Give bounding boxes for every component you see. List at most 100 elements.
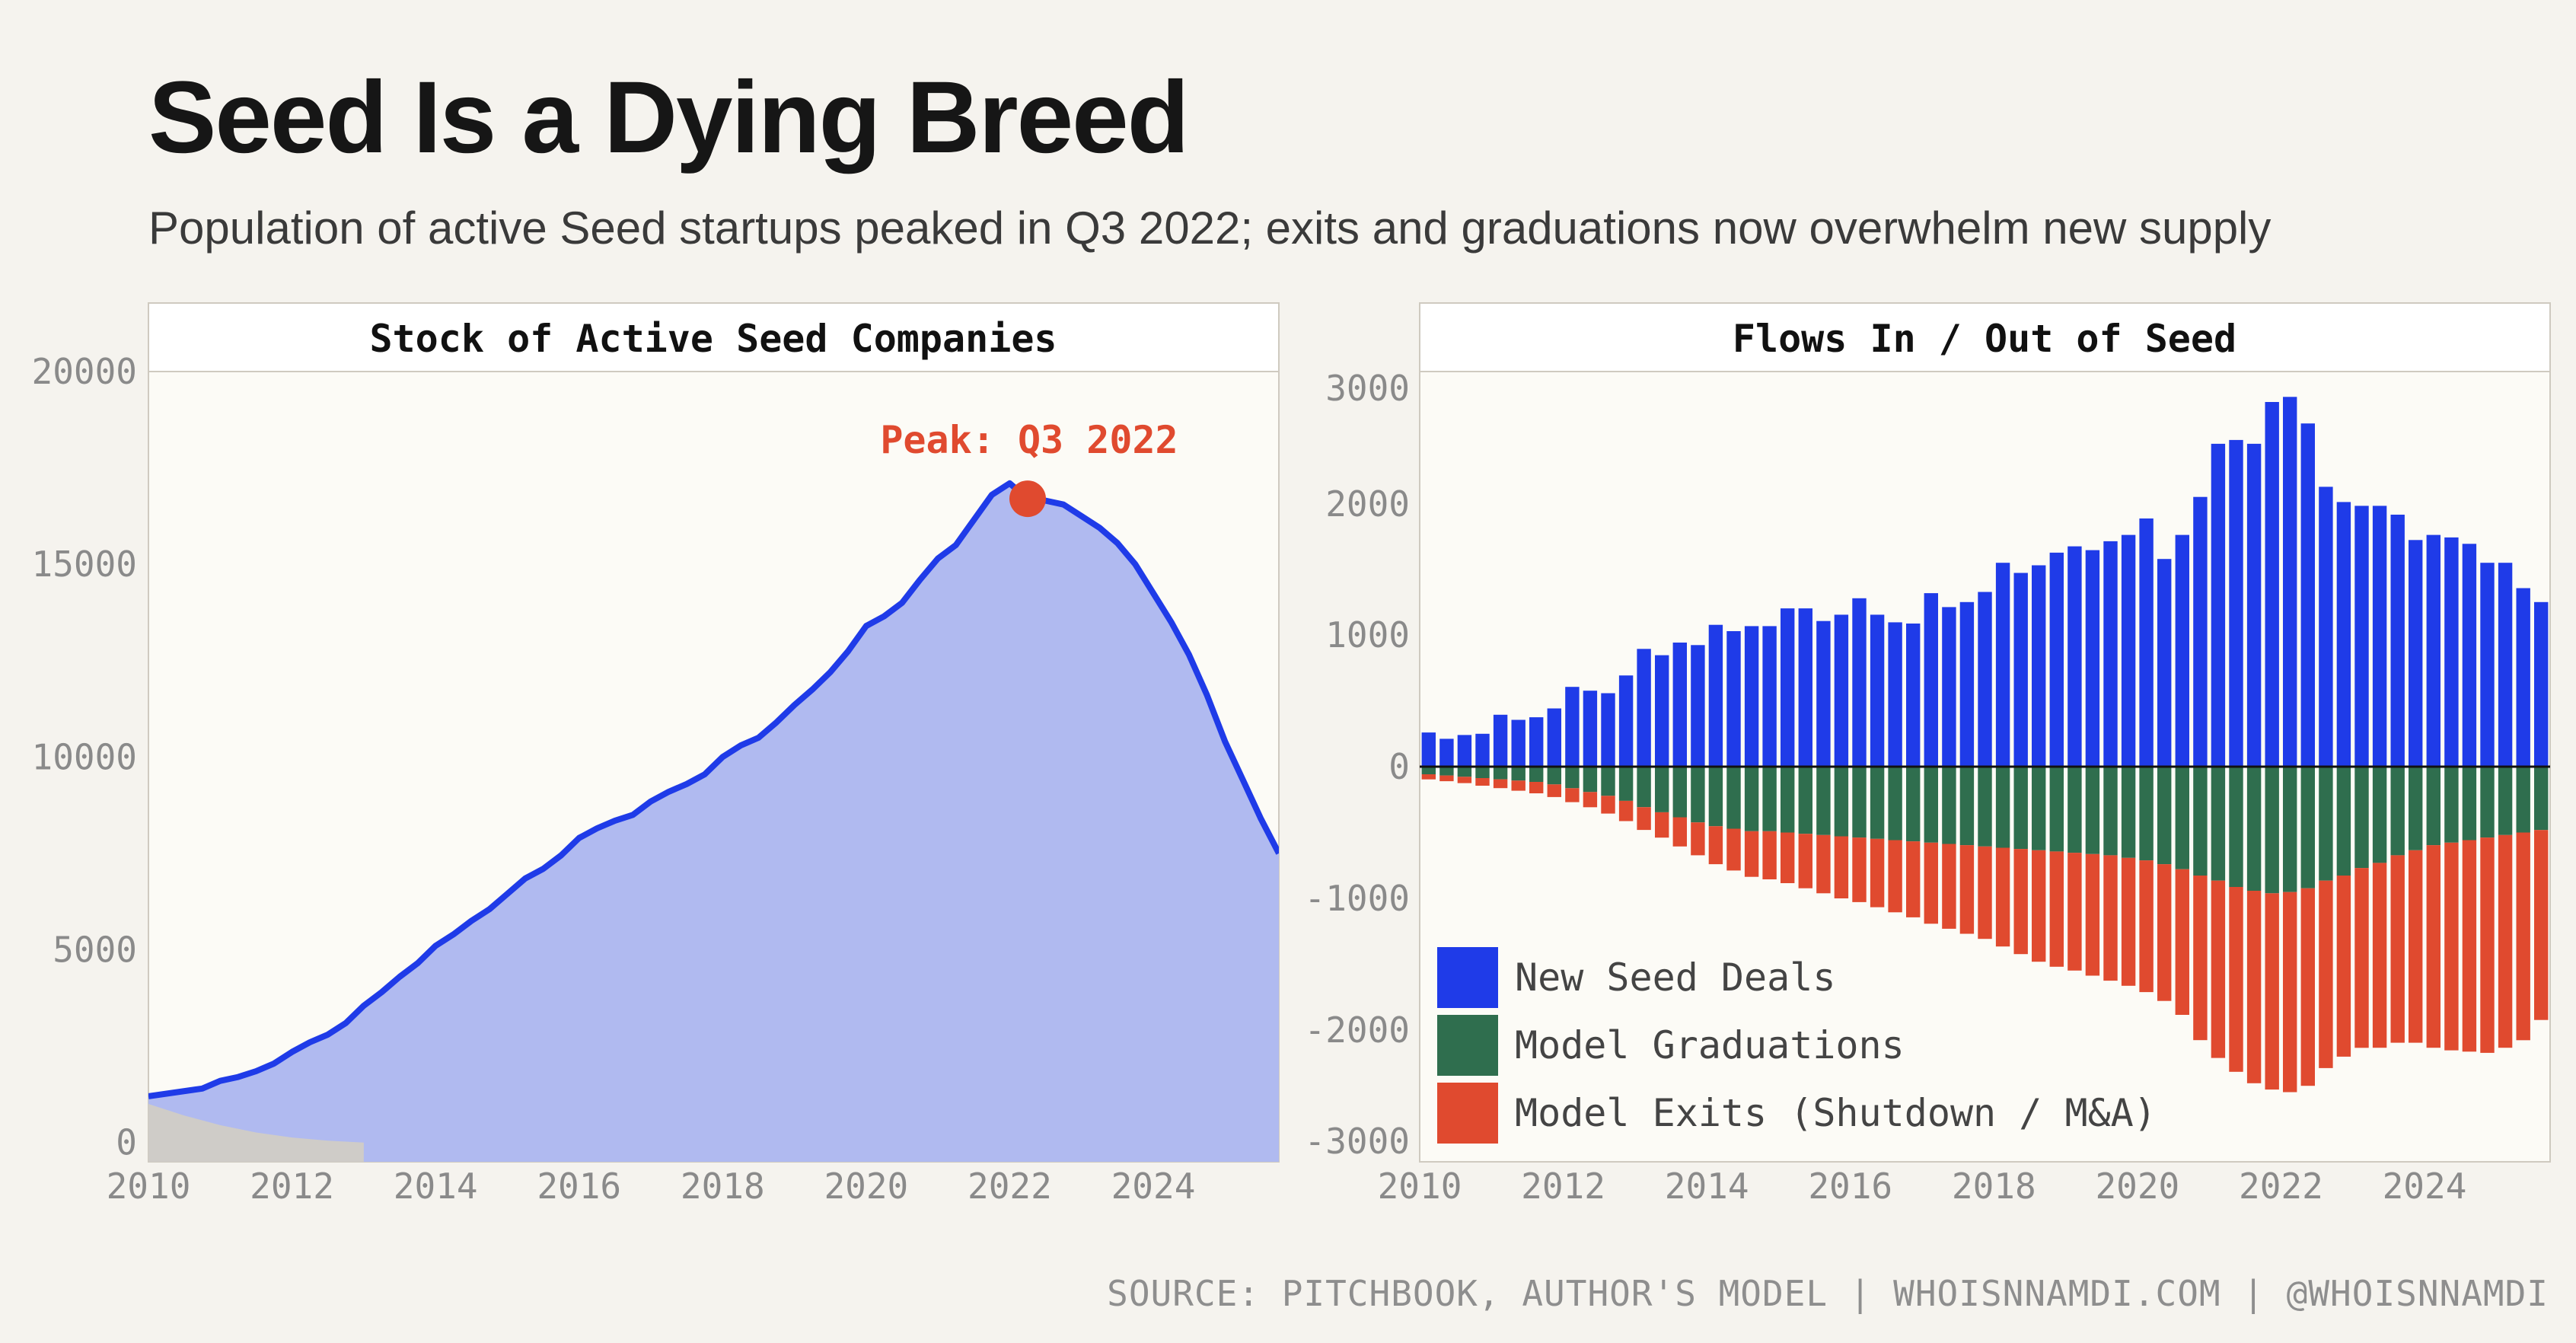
exit-bar bbox=[1637, 807, 1651, 831]
exit-bar bbox=[2265, 893, 2279, 1090]
graduation-bar bbox=[1781, 767, 1795, 833]
graduation-bar bbox=[2121, 767, 2136, 858]
exit-bar bbox=[1959, 845, 1975, 934]
new-deals-bar bbox=[2409, 540, 2423, 767]
graduation-bar bbox=[2534, 767, 2549, 831]
graduation-bar bbox=[1691, 767, 1705, 823]
exit-bar bbox=[2390, 855, 2405, 1043]
flows-chart-plot bbox=[1420, 397, 2550, 1093]
graduation-bar bbox=[2516, 767, 2530, 833]
graduation-bar bbox=[2300, 767, 2315, 888]
exit-bar bbox=[1798, 834, 1812, 888]
exit-bar bbox=[2175, 869, 2189, 1015]
graduation-bar bbox=[2319, 767, 2333, 881]
exit-bar bbox=[2246, 891, 2262, 1083]
legend-exits-swatch bbox=[1437, 1083, 1498, 1144]
stock-y-tick-label: 5000 bbox=[53, 930, 137, 971]
flows-x-tick-label: 2020 bbox=[2095, 1166, 2179, 1207]
new-deals-bar bbox=[1995, 563, 2010, 767]
exit-bar bbox=[1529, 782, 1544, 793]
exit-bar bbox=[1439, 775, 1454, 782]
exit-bar bbox=[1457, 777, 1472, 783]
graduation-bar bbox=[2265, 767, 2279, 894]
graduation-bar bbox=[1888, 767, 1902, 841]
flows-chart-legend: New Seed Deals Model Graduations Model Exi… bbox=[1437, 947, 2157, 1144]
exit-bar bbox=[2534, 830, 2549, 1020]
new-deals-bar bbox=[2067, 546, 2082, 767]
new-deals-bar bbox=[1601, 693, 1615, 767]
new-deals-bar bbox=[1781, 608, 1795, 767]
flows-y-tick-label: 1000 bbox=[1325, 614, 1410, 656]
page-subtitle: Population of active Seed startups peake… bbox=[148, 203, 2272, 254]
graduation-bar bbox=[1655, 767, 1669, 812]
graduation-bar bbox=[1995, 767, 2010, 848]
new-deals-bar bbox=[2480, 563, 2495, 767]
flows-chart-title: Flows In / Out of Seed bbox=[1733, 317, 2236, 361]
graduation-bar bbox=[2032, 767, 2046, 850]
graduation-bar bbox=[2211, 767, 2226, 881]
graduation-bar bbox=[2462, 767, 2477, 841]
exit-bar bbox=[2516, 832, 2530, 1041]
stock-x-tick-label: 2012 bbox=[250, 1166, 334, 1207]
new-deals-bar bbox=[2157, 559, 2172, 767]
new-deals-bar bbox=[2516, 588, 2530, 767]
exit-bar bbox=[2372, 863, 2387, 1048]
stock-x-tick-label: 2010 bbox=[107, 1166, 191, 1207]
stock-chart-plot: Peak: Q3 2022 bbox=[148, 418, 1279, 1162]
exit-bar bbox=[2193, 876, 2208, 1041]
peak-annotation: Peak: Q3 2022 bbox=[880, 418, 1178, 462]
stock-x-tick-label: 2020 bbox=[824, 1166, 908, 1207]
stock-line bbox=[148, 480, 1279, 1099]
new-deals-bar bbox=[2444, 537, 2459, 767]
page-title: Seed Is a Dying Breed bbox=[148, 61, 1190, 174]
flows-y-tick-label: 3000 bbox=[1325, 368, 1410, 409]
graduation-bar bbox=[2139, 767, 2154, 861]
new-deals-bar bbox=[1852, 598, 1867, 767]
stock-area-fill bbox=[148, 483, 1279, 1162]
graduation-bar bbox=[1421, 767, 1436, 774]
graduation-bar bbox=[1565, 767, 1580, 789]
exit-bar bbox=[2300, 888, 2315, 1086]
exit-bar bbox=[1744, 831, 1759, 877]
graduation-bar bbox=[1762, 767, 1777, 831]
graduation-bar bbox=[1637, 767, 1651, 808]
graduation-bar bbox=[2085, 767, 2100, 854]
exit-bar bbox=[1906, 841, 1921, 917]
graduation-bar bbox=[1816, 767, 1831, 835]
new-deals-bar bbox=[1475, 733, 1490, 767]
new-deals-bar bbox=[1672, 643, 1687, 767]
exit-bar bbox=[2013, 849, 2028, 955]
exit-bar bbox=[1870, 838, 1885, 908]
graduation-bar bbox=[1959, 767, 1975, 846]
new-deals-bar bbox=[2175, 534, 2189, 767]
flows-y-tick-label: -1000 bbox=[1305, 878, 1410, 919]
flows-x-tick-label: 2012 bbox=[1521, 1166, 1605, 1207]
graduation-bar bbox=[2390, 767, 2405, 856]
graduation-bar bbox=[1942, 767, 1956, 844]
flows-x-tick-label: 2024 bbox=[2383, 1166, 2467, 1207]
stock-x-tick-label: 2024 bbox=[1111, 1166, 1196, 1207]
flows-x-tick-label: 2018 bbox=[1952, 1166, 2036, 1207]
stock-x-tick-label: 2018 bbox=[681, 1166, 765, 1207]
new-deals-bar bbox=[1529, 717, 1544, 767]
exit-bar bbox=[2211, 880, 2226, 1058]
graduation-bar bbox=[1439, 767, 1454, 776]
flows-y-tick-label: -2000 bbox=[1305, 1010, 1410, 1051]
new-deals-bar bbox=[1691, 645, 1705, 767]
graduation-bar bbox=[1511, 767, 1526, 781]
new-deals-bar bbox=[2283, 397, 2297, 767]
flows-x-tick-label: 2022 bbox=[2239, 1166, 2323, 1207]
exit-bar bbox=[1601, 796, 1615, 814]
new-deals-bar bbox=[1959, 601, 1975, 767]
graduation-bar bbox=[2426, 767, 2441, 846]
exit-bar bbox=[2049, 851, 2064, 967]
exit-bar bbox=[2229, 887, 2243, 1072]
new-deals-bar bbox=[1457, 735, 1472, 767]
exit-bar bbox=[1781, 832, 1795, 883]
stock-series-group bbox=[148, 480, 1279, 1162]
exit-bar bbox=[1708, 826, 1723, 865]
exit-bar bbox=[2103, 855, 2118, 981]
new-deals-bar bbox=[2049, 552, 2064, 767]
exit-bar bbox=[2354, 868, 2369, 1048]
